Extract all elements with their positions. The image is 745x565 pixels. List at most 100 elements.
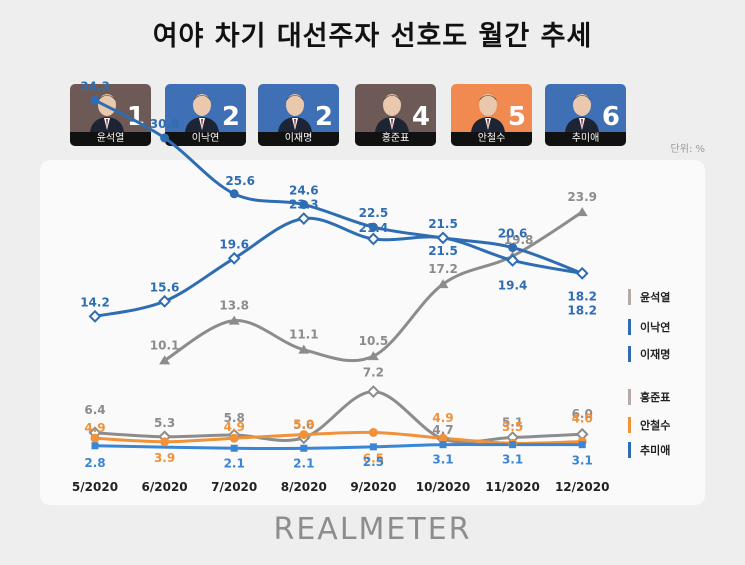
candidate-name: 이낙연 [165,132,246,146]
data-label: 3.5 [502,420,523,434]
data-label: 2.1 [224,456,245,470]
data-label: 3.1 [432,453,453,467]
data-label: 24.6 [289,184,319,198]
legend-entry: 이재명 [640,347,670,361]
data-point [228,315,240,325]
portrait-icon [565,94,599,132]
data-label: 6.4 [84,403,105,417]
data-point [437,279,449,289]
data-label: 3.1 [502,453,523,467]
data-point [91,442,99,450]
data-label: 5.3 [154,416,175,430]
unit-label: 단위: % [670,144,705,155]
legend-swatch [628,289,631,305]
data-label: 21.4 [359,221,389,235]
x-tick-label: 10/2020 [416,480,470,494]
legend-entry: 추미애 [640,443,670,457]
x-tick-label: 9/2020 [350,480,396,494]
candidate-card-3: 2 이재명 [258,84,339,146]
data-label: 21.5 [428,244,458,258]
candidate-name: 홍준표 [355,132,436,146]
portrait-icon [278,94,312,132]
data-point [438,433,448,443]
candidate-card-4: 4 홍준표 [355,84,436,146]
data-point [368,222,378,232]
data-point [439,441,447,449]
data-label: 5.8 [224,411,245,425]
series-line [94,430,583,445]
data-label: 2.1 [293,456,314,470]
legend-entry: 윤석열 [640,290,670,304]
data-label: 4.7 [432,423,453,437]
data-point [367,351,379,361]
data-point [158,294,172,308]
data-label: 10.5 [359,334,389,348]
legend-entry: 안철수 [640,418,670,432]
x-tick-label: 5/2020 [72,480,118,494]
data-point [159,355,171,365]
legend-swatch [628,346,631,362]
data-point [297,212,311,225]
data-label: 3.9 [154,451,175,465]
candidate-name: 윤석열 [70,132,151,146]
data-label: 3.1 [572,454,593,468]
data-point [578,441,586,449]
data-point [575,266,589,280]
candidate-card-6: 6 추미애 [545,84,626,146]
data-label: 21.5 [428,217,458,231]
data-point [229,189,239,199]
data-label: 18.2 [567,303,597,317]
portrait-icon [185,94,219,132]
data-label: 2.5 [363,455,384,469]
data-label: 6.0 [572,407,593,421]
legend-entry: 홍준표 [640,390,670,404]
x-tick-label: 11/2020 [485,480,539,494]
legend-swatch [628,442,631,458]
data-label: 23.3 [289,198,319,212]
data-label: 18.2 [567,289,597,303]
data-label: 4.9 [84,421,105,435]
page-title: 여야 차기 대선주자 선호도 월간 추세 [152,21,593,52]
candidate-rank: 6 [601,102,620,132]
data-point [300,444,308,452]
x-tick-label: 6/2020 [142,480,188,494]
data-label: 22.5 [359,206,389,220]
data-point [369,443,377,451]
series-line [94,98,583,275]
data-label: 19.8 [504,233,534,247]
data-label: 5.9 [293,418,314,432]
data-label: 10.1 [150,338,180,352]
series-line [94,390,583,444]
legend-swatch [628,389,631,405]
data-label: 4.9 [432,411,453,425]
candidate-card-5: 5 안철수 [451,84,532,146]
data-point [160,133,170,143]
data-label: 17.2 [428,262,458,276]
data-point [368,427,378,437]
data-point [88,309,102,323]
x-tick-label: 8/2020 [281,480,327,494]
data-point [298,344,310,354]
data-label: 19.4 [498,278,528,292]
candidate-name: 이재명 [258,132,339,146]
data-label: 23.9 [567,190,597,204]
data-point [509,441,517,449]
data-point [299,200,309,210]
candidate-rank: 2 [314,102,333,132]
candidate-card-2: 2 이낙연 [165,84,246,146]
data-label: 2.8 [84,456,105,470]
portrait-icon [471,94,505,132]
data-point [160,437,170,447]
data-label: 7.2 [363,366,384,380]
x-tick-label: 12/2020 [555,480,609,494]
data-label: 30.8 [150,117,180,131]
data-point [436,231,450,245]
data-label: 5.1 [502,415,523,429]
legend-swatch [628,319,631,335]
data-label: 20.6 [498,227,528,241]
legend-entry: 이낙연 [640,320,670,334]
realmeter-logo: REALMETER [273,512,472,547]
data-label: 5.0 [293,418,314,432]
candidate-name: 추미애 [545,132,626,146]
